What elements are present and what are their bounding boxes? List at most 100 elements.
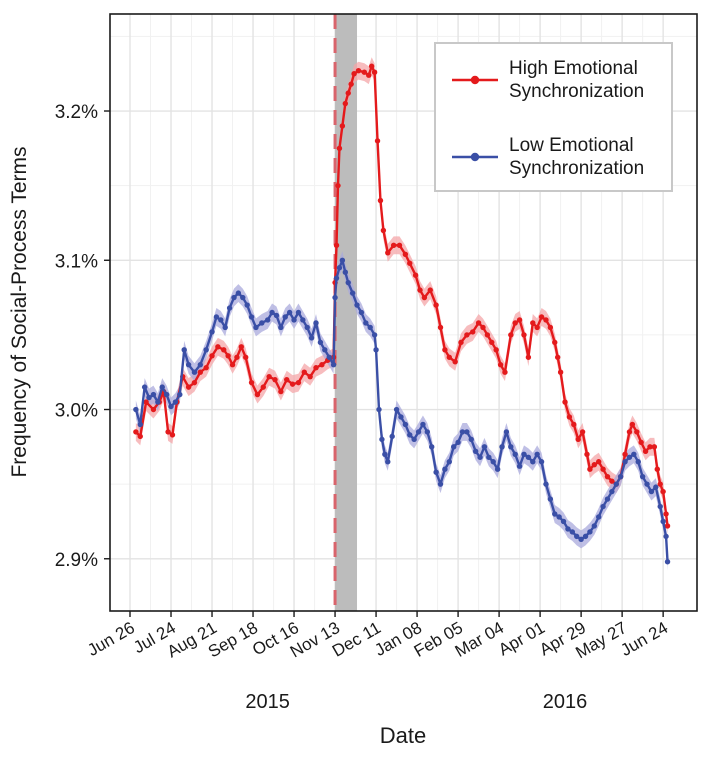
low-sync-point	[543, 481, 549, 487]
low-sync-point	[133, 406, 139, 413]
low-sync-point	[231, 294, 237, 301]
high-sync-point	[348, 81, 354, 87]
high-sync-point	[335, 182, 341, 189]
high-sync-point	[622, 451, 628, 457]
high-sync-point	[407, 260, 413, 266]
high-sync-point	[238, 344, 245, 350]
high-sync-point	[342, 100, 349, 107]
high-sync-point	[229, 362, 236, 368]
high-sync-point	[361, 69, 368, 75]
high-sync-point	[530, 320, 536, 326]
high-sync-point	[497, 362, 504, 368]
low-sync-point	[150, 391, 157, 398]
low-sync-point	[626, 454, 633, 460]
high-sync-point	[221, 347, 227, 353]
low-sync-point	[304, 324, 310, 331]
high-sync-point	[584, 451, 590, 457]
high-sync-point	[575, 436, 581, 443]
low-sync-point	[468, 436, 474, 443]
high-sync-point	[301, 369, 307, 375]
high-sync-point	[355, 68, 362, 74]
low-sync-point	[503, 429, 510, 435]
low-sync-point	[398, 414, 404, 420]
high-sync-point	[647, 444, 653, 450]
high-sync-point	[396, 242, 403, 249]
high-sync-point	[547, 324, 554, 331]
low-sync-point	[547, 496, 554, 502]
low-sync-point	[137, 421, 143, 428]
high-sync-point	[169, 432, 176, 438]
high-sync-point	[319, 362, 325, 368]
low-sync-point	[420, 421, 426, 428]
low-sync-point	[317, 339, 324, 346]
low-sync-point	[429, 444, 435, 450]
high-sync-point	[452, 359, 458, 365]
high-sync-point	[377, 197, 384, 204]
high-sync-point	[185, 384, 192, 390]
high-sync-point	[284, 376, 290, 383]
high-sync-point	[554, 354, 561, 360]
high-sync-point	[339, 123, 346, 129]
high-sync-line	[135, 65, 669, 527]
low-sync-point	[560, 518, 567, 525]
high-sync-point	[557, 369, 564, 375]
low-sync-point	[622, 459, 628, 465]
low-sync-point	[278, 324, 284, 331]
low-sync-point	[402, 421, 409, 428]
low-sync-point	[389, 433, 395, 440]
low-sync-point	[415, 429, 422, 435]
low-sync-point	[490, 459, 496, 465]
year-label: 2016	[543, 691, 588, 713]
low-sync-point	[591, 523, 598, 529]
low-sync-point	[587, 529, 593, 535]
high-sync-point	[209, 353, 215, 359]
low-sync-point	[197, 362, 204, 368]
year-label: 2015	[245, 691, 290, 713]
low-sync-point	[336, 265, 343, 271]
low-sync-point	[512, 451, 518, 457]
low-sync-point	[332, 294, 338, 301]
high-sync-point	[458, 339, 464, 346]
legend-high-sync-swatch-dot	[470, 75, 480, 85]
low-sync-point	[379, 436, 385, 443]
low-sync-point	[595, 514, 602, 520]
low-sync-point	[660, 518, 666, 525]
low-sync-point	[664, 559, 671, 565]
low-sync-point	[433, 469, 439, 475]
x-tick-label: Jun 24	[617, 618, 671, 660]
high-sync-point	[552, 339, 558, 346]
low-sync-point	[486, 454, 492, 460]
low-sync-point	[259, 320, 265, 326]
low-sync-point	[333, 275, 340, 281]
legend-box	[434, 42, 673, 192]
high-sync-point	[390, 242, 397, 249]
low-sync-point	[631, 451, 637, 457]
low-sync-point	[308, 335, 315, 341]
low-sync-point	[203, 347, 209, 353]
low-sync-point	[604, 496, 611, 502]
low-sync-point	[141, 384, 148, 390]
high-sync-point	[191, 379, 198, 386]
low-sync-point	[385, 459, 391, 465]
low-sync-point	[613, 481, 619, 487]
low-sync-point	[172, 399, 179, 405]
low-sync-point	[538, 459, 545, 465]
high-sync-point	[591, 462, 598, 468]
high-sync-point	[351, 71, 357, 77]
high-sync-point	[234, 354, 240, 360]
high-sync-point	[629, 421, 636, 428]
low-sync-point	[516, 463, 523, 469]
low-sync-point	[300, 317, 306, 323]
high-sync-point	[470, 329, 476, 335]
low-sync-point	[639, 473, 646, 480]
low-sync-point	[556, 514, 562, 520]
high-sync-point	[385, 250, 391, 256]
low-sync-point	[354, 302, 360, 308]
high-sync-point	[254, 391, 261, 398]
low-sync-point	[345, 279, 351, 286]
y-tick-label: 3.1%	[55, 251, 98, 272]
low-sync-point	[339, 257, 346, 263]
high-sync-point	[278, 388, 284, 395]
legend-low-sync-label: Low Emotional Synchronization	[509, 135, 644, 179]
low-sync-point	[181, 347, 187, 353]
